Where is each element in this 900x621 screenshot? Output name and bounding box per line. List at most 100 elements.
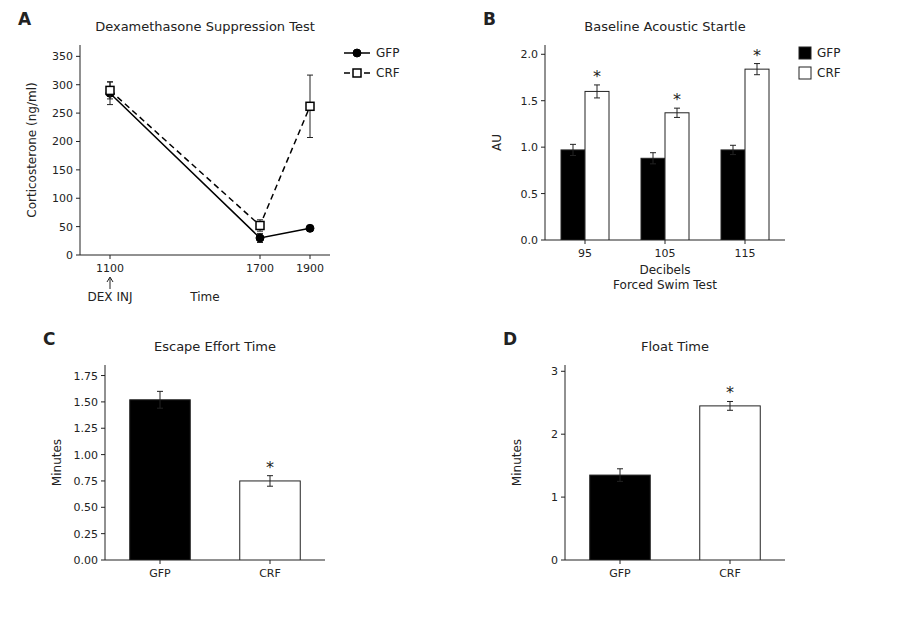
y-tick (101, 428, 105, 429)
error-bar (650, 153, 656, 164)
y-tick (101, 507, 105, 508)
y-tick (561, 560, 565, 561)
point (306, 224, 314, 232)
x-tick (730, 560, 731, 564)
y-tick (101, 560, 105, 561)
panel-label: B (483, 9, 496, 29)
y-axis-label: Minutes (510, 439, 524, 486)
y-tick (541, 147, 545, 148)
bar (700, 406, 761, 560)
x-tick (310, 255, 311, 259)
y-tick-label: 2 (551, 428, 558, 441)
x-tick-label: 1100 (96, 262, 124, 275)
error-bar (617, 469, 623, 482)
y-tick (76, 141, 80, 142)
y-tick-label: 0.5 (521, 188, 539, 201)
plot-area (590, 401, 761, 560)
x-tick-label: 95 (578, 247, 592, 260)
bar (240, 481, 301, 560)
x-tick-label: CRF (719, 567, 741, 580)
bar (590, 475, 651, 560)
y-axis (105, 365, 106, 560)
y-tick (76, 255, 80, 256)
point (256, 221, 264, 229)
error-bar (307, 75, 313, 137)
y-tick (561, 371, 565, 372)
annotation: * (753, 46, 761, 65)
y-tick (76, 84, 80, 85)
annotation-arrow (107, 277, 113, 289)
y-tick-label: 150 (52, 164, 73, 177)
y-tick (541, 54, 545, 55)
plot-area (561, 64, 769, 240)
y-tick-label: 0.0 (521, 234, 539, 247)
y-axis-label: Corticosterone (ng/ml) (25, 82, 39, 217)
error-bar (157, 391, 163, 408)
series-line (110, 93, 310, 238)
series-line (110, 90, 310, 225)
legend-marker (353, 49, 361, 57)
y-tick-label: 1.0 (521, 141, 539, 154)
plot-area (130, 391, 301, 560)
x-tick (260, 255, 261, 259)
legend-swatch (799, 47, 811, 59)
y-tick (541, 100, 545, 101)
figure: ADexamethasone Suppression Test050100150… (0, 0, 900, 621)
x-tick-label: 115 (735, 247, 756, 260)
error-bar (257, 233, 263, 242)
legend-label: CRF (817, 66, 841, 80)
y-tick (101, 454, 105, 455)
x-tick (585, 240, 586, 244)
x-tick-label: GFP (149, 567, 171, 580)
y-tick-label: 1.5 (521, 95, 539, 108)
point (106, 86, 114, 94)
bar (665, 113, 689, 240)
bar (585, 91, 609, 240)
y-tick-label: 0.75 (74, 475, 99, 488)
legend-label: CRF (376, 66, 400, 80)
x-axis-label-line: Decibels (639, 263, 690, 277)
y-axis-label: Minutes (50, 439, 64, 486)
y-tick (101, 533, 105, 534)
x-tick (745, 240, 746, 244)
annotation: * (726, 383, 734, 402)
y-tick (76, 113, 80, 114)
y-tick (76, 56, 80, 57)
y-tick (541, 193, 545, 194)
y-tick (101, 480, 105, 481)
error-bar (727, 401, 733, 410)
x-tick (160, 560, 161, 564)
annotation: DEX INJ (88, 290, 133, 304)
panel: DFloat Time0123MinutesGFPCRF* (503, 329, 785, 580)
title: Float Time (641, 339, 709, 354)
legend: GFPCRF (344, 46, 400, 80)
plot-area (106, 75, 314, 242)
error-bar (570, 144, 576, 155)
error-bar (754, 64, 760, 75)
bar (721, 150, 745, 240)
legend-label: GFP (817, 46, 840, 60)
x-axis-label: Time (189, 290, 219, 304)
legend-swatch (799, 67, 811, 79)
y-tick-label: 200 (52, 135, 73, 148)
error-bar (107, 82, 113, 105)
y-axis-label: AU (490, 134, 504, 151)
annotation: * (673, 90, 681, 109)
y-tick-label: 0.25 (74, 528, 99, 541)
y-tick-label: 250 (52, 107, 73, 120)
panel-label: A (18, 9, 32, 29)
y-tick-label: 1.50 (74, 396, 99, 409)
y-tick (561, 497, 565, 498)
bar (745, 69, 769, 240)
title: Escape Effort Time (154, 339, 276, 354)
x-tick-label: 1700 (246, 262, 274, 275)
panel-label: D (503, 329, 517, 349)
y-tick (541, 240, 545, 241)
point (256, 234, 264, 242)
x-tick (620, 560, 621, 564)
y-tick-label: 0 (551, 554, 558, 567)
legend-marker (353, 69, 361, 77)
y-tick-label: 1.00 (74, 449, 99, 462)
y-tick (101, 401, 105, 402)
x-axis-label-line: Forced Swim Test (613, 278, 717, 292)
